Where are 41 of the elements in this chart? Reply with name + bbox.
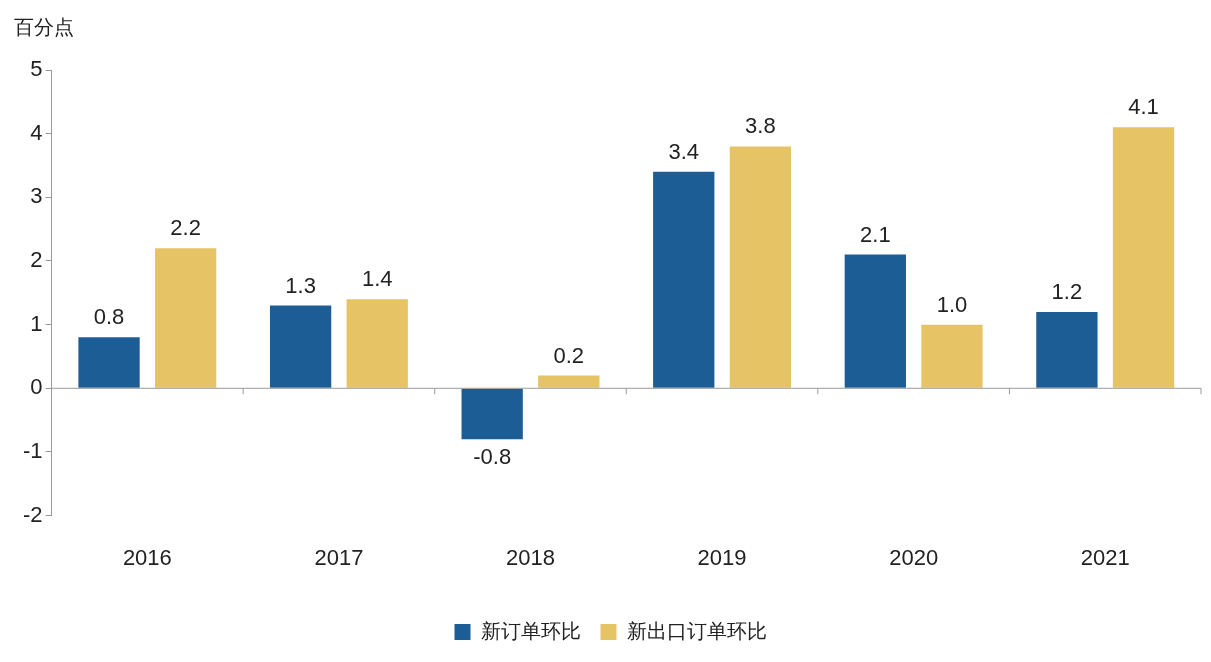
y-tick-label: 2 <box>30 247 43 273</box>
bar <box>844 254 906 388</box>
x-tick-label: 2016 <box>122 544 172 570</box>
data-label: 4.1 <box>1128 94 1159 120</box>
x-tick-label: 2018 <box>506 544 555 570</box>
data-label: 0.2 <box>553 342 585 368</box>
x-tick-label: 2020 <box>889 544 939 570</box>
y-axis-title: 百分点 <box>14 14 74 41</box>
data-label: 0.8 <box>93 304 125 330</box>
bar <box>653 171 715 388</box>
data-label: 2.1 <box>860 221 891 247</box>
y-tick-label: -1 <box>23 438 43 464</box>
y-tick-label: 4 <box>30 119 43 145</box>
bar <box>461 388 523 440</box>
y-tick-label: 1 <box>30 310 43 336</box>
bar <box>729 146 792 388</box>
legend-label: 新出口订单环比 <box>626 619 767 642</box>
data-label: 3.4 <box>668 138 700 164</box>
bar <box>921 324 983 388</box>
data-label: -0.8 <box>473 444 512 470</box>
data-label: 1.0 <box>936 291 968 317</box>
bar <box>1036 311 1098 388</box>
data-label: 1.3 <box>285 272 316 298</box>
data-label: 1.4 <box>361 266 393 292</box>
bar <box>269 305 332 388</box>
data-label: 2.2 <box>170 215 201 241</box>
bar <box>78 337 140 388</box>
y-tick-label: 5 <box>30 56 43 82</box>
bar <box>538 375 600 388</box>
y-tick-label: -2 <box>23 501 43 527</box>
bar <box>155 248 217 388</box>
x-tick-label: 2017 <box>314 544 364 570</box>
y-tick-label: 3 <box>30 183 43 209</box>
legend-label: 新订单环比 <box>480 619 581 642</box>
x-tick-label: 2021 <box>1080 544 1130 570</box>
data-label: 1.2 <box>1051 278 1083 304</box>
y-tick-label: 0 <box>30 374 43 400</box>
bar <box>1112 127 1175 388</box>
bar <box>346 299 408 388</box>
data-label: 3.8 <box>745 113 776 139</box>
x-tick-label: 2019 <box>697 544 747 570</box>
